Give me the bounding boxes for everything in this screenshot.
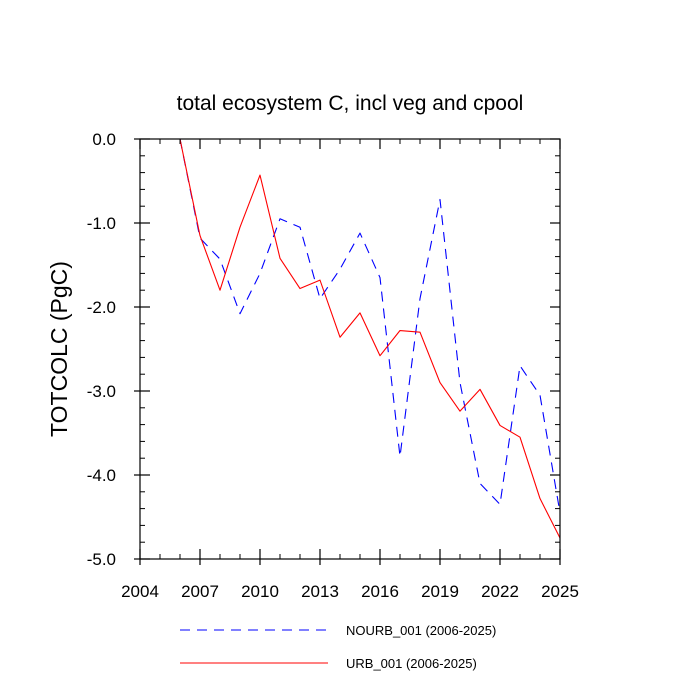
chart-title: total ecosystem C, incl veg and cpool bbox=[177, 92, 524, 115]
y-tick-label: -2.0 bbox=[87, 298, 116, 317]
series-line-urb bbox=[179, 138, 561, 539]
y-tick-label: 0.0 bbox=[92, 130, 116, 149]
tick-labels: 2004 2007 2010 2013 2016 2019 2022 2025 0.0 -1.0 -… bbox=[87, 130, 579, 601]
x-tick-label: 2007 bbox=[181, 582, 219, 601]
x-tick-label: 2010 bbox=[241, 582, 279, 601]
y-axis-label: TOTCOLC (PgC) bbox=[46, 261, 72, 437]
legend-label: URB_001 (2006-2025) bbox=[346, 656, 477, 671]
series-line-nourb bbox=[179, 138, 561, 513]
minor-ticks bbox=[140, 139, 560, 559]
x-tick-label: 2004 bbox=[121, 582, 159, 601]
x-tick-label: 2022 bbox=[481, 582, 519, 601]
legend-label: NOURB_001 (2006-2025) bbox=[346, 623, 496, 638]
x-tick-label: 2019 bbox=[421, 582, 459, 601]
x-tick-label: 2016 bbox=[361, 582, 399, 601]
x-tick-label: 2025 bbox=[541, 582, 579, 601]
y-tick-label: -1.0 bbox=[87, 214, 116, 233]
series-layer bbox=[179, 138, 561, 539]
y-tick-label: -3.0 bbox=[87, 382, 116, 401]
legend: NOURB_001 (2006-2025) URB_001 (2006-2025) bbox=[180, 623, 496, 671]
x-tick-label: 2013 bbox=[301, 582, 339, 601]
y-tick-label: -5.0 bbox=[87, 550, 116, 569]
plot-frame bbox=[139, 138, 561, 560]
y-tick-label: -4.0 bbox=[87, 466, 116, 485]
